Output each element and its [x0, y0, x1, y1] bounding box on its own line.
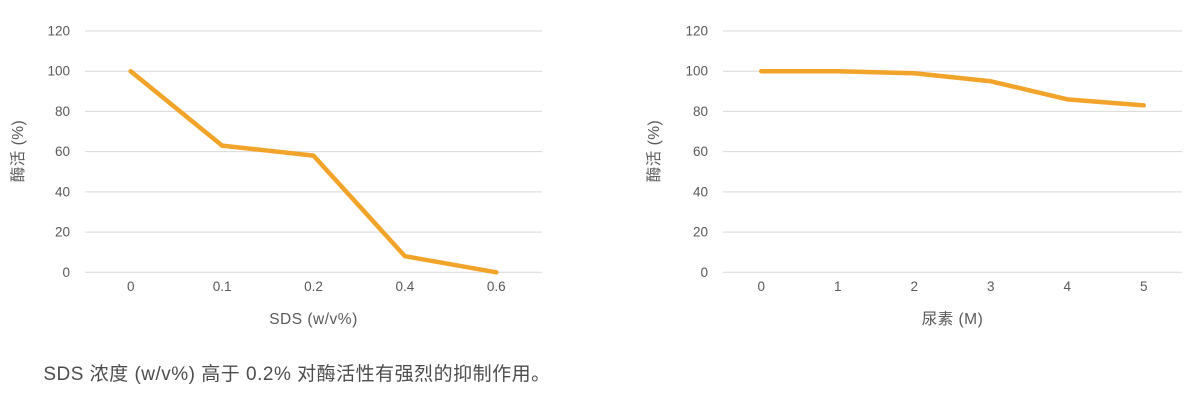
- y-axis-title: 酶活 (%): [9, 120, 27, 182]
- y-tick-label: 80: [693, 104, 708, 119]
- x-axis-title: 尿素 (M): [922, 310, 984, 328]
- y-tick-label: 80: [55, 104, 70, 119]
- y-tick-label: 40: [55, 184, 70, 199]
- y-tick-label: 40: [693, 184, 708, 199]
- y-tick-label: 60: [55, 144, 70, 159]
- y-tick-label: 60: [693, 144, 708, 159]
- sds-chart-caption: SDS 浓度 (w/v%) 高于 0.2% 对酶活性有强烈的抑制作用。: [43, 364, 551, 385]
- x-tick-label: 0.2: [304, 279, 323, 294]
- x-tick-label: 0: [127, 279, 135, 294]
- y-tick-label: 0: [62, 265, 70, 280]
- y-tick-label: 20: [55, 225, 70, 240]
- x-tick-label: 4: [1063, 279, 1071, 294]
- x-tick-label: 2: [910, 279, 918, 294]
- x-tick-label: 5: [1140, 279, 1148, 294]
- y-tick-label: 120: [685, 24, 708, 39]
- sds-chart-panel: 0 20 40 60 80 100 120 0 0.1 0.2 0.4 0.6 SDS (w/v%) 酶活…: [9, 24, 551, 386]
- x-tick-label: 0.6: [487, 279, 506, 294]
- y-tick-label: 0: [700, 265, 708, 280]
- y-tick-label: 100: [47, 64, 70, 79]
- x-tick-label: 0.4: [396, 279, 415, 294]
- y-tick-label: 100: [685, 64, 708, 79]
- x-tick-label: 3: [987, 279, 995, 294]
- sds-line-chart: 0 20 40 60 80 100 120 0 0.1 0.2 0.4 0.6 SDS (w/v%) 酶活…: [9, 24, 542, 328]
- urea-line-chart: 0 20 40 60 80 100 120 0 1 2 3 4 5 尿素 (M) 酶活 (%): [645, 24, 1182, 328]
- y-tick-label: 20: [693, 225, 708, 240]
- x-tick-label: 0: [757, 279, 765, 294]
- series-line: [759, 68, 1146, 108]
- y-tick-label: 120: [47, 24, 70, 39]
- x-tick-label: 0.1: [213, 279, 232, 294]
- series-line: [128, 68, 499, 275]
- x-tick-label: 1: [834, 279, 842, 294]
- x-axis-title: SDS (w/v%): [269, 311, 358, 328]
- y-axis-title: 酶活 (%): [645, 120, 663, 182]
